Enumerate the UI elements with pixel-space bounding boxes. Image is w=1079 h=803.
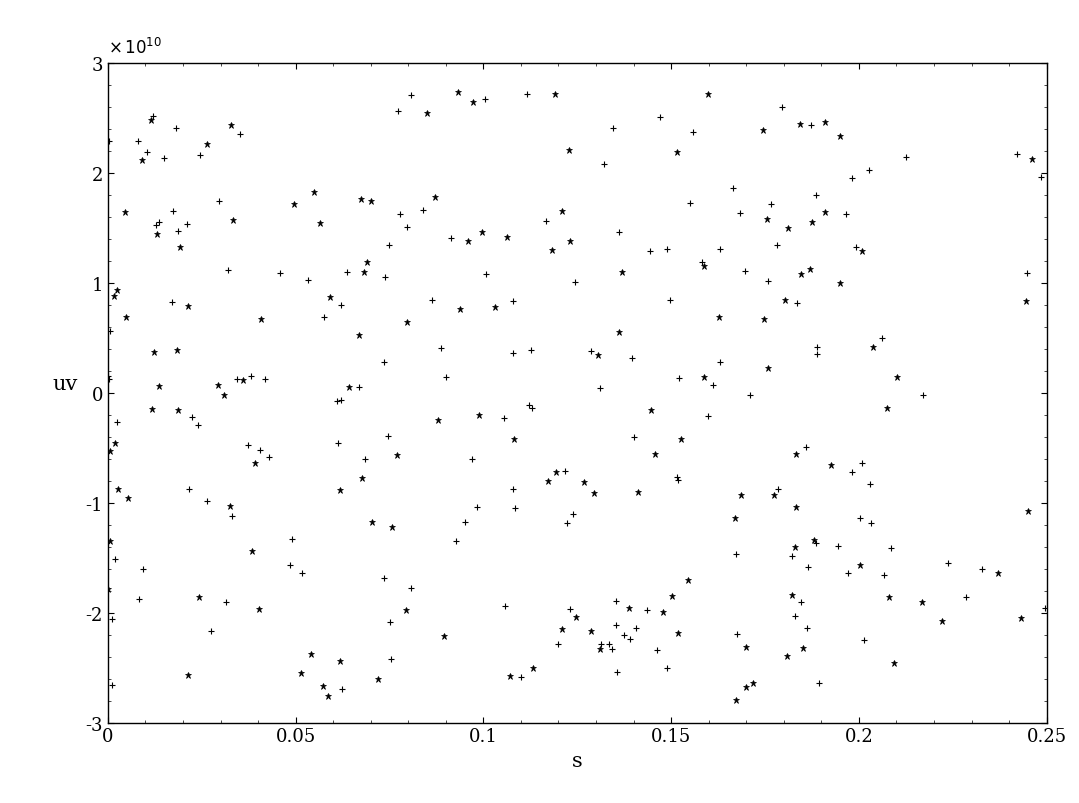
X-axis label: s: s xyxy=(572,751,583,770)
Text: $\times\,10^{10}$: $\times\,10^{10}$ xyxy=(108,38,162,58)
Y-axis label: uv: uv xyxy=(52,374,78,393)
